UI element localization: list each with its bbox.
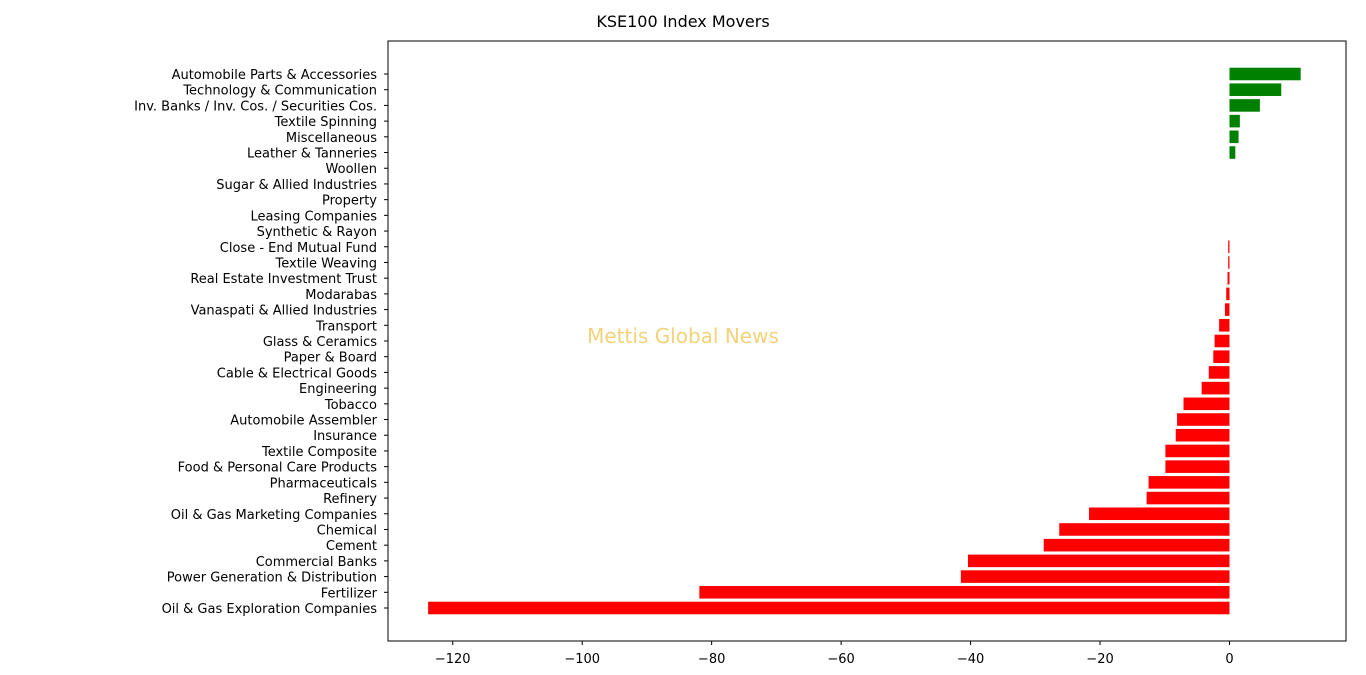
y-tick-label: Cable & Electrical Goods [217, 366, 377, 381]
bar-27 [1146, 491, 1230, 505]
y-tick-label: Leather & Tanneries [247, 147, 377, 162]
y-tick-label: Real Estate Investment Trust [190, 272, 377, 287]
y-tick-label: Technology & Communication [182, 84, 377, 99]
y-tick-label: Cement [326, 539, 377, 554]
y-tick-label: Sugar & Allied Industries [216, 178, 377, 193]
y-tick-label: Glass & Ceramics [263, 335, 377, 350]
y-tick-labels: Automobile Parts & AccessoriesTechnology… [134, 68, 388, 617]
bar-19 [1208, 366, 1230, 379]
x-tick-label: −80 [698, 652, 725, 667]
y-tick-label: Inv. Banks / Inv. Cos. / Securities Cos. [134, 99, 377, 114]
bar-29 [1059, 523, 1230, 536]
y-tick-label: Woollen [326, 162, 377, 177]
bar-16 [1219, 319, 1230, 332]
bar-33 [699, 586, 1230, 599]
bar-21 [1183, 397, 1230, 411]
y-tick-label: Synthetic & Rayon [257, 225, 377, 240]
bar-30 [1043, 538, 1230, 552]
y-tick-label: Vanaspati & Allied Industries [191, 304, 378, 319]
bar-4 [1229, 130, 1239, 144]
bar-15 [1224, 303, 1230, 316]
bar-31 [967, 554, 1230, 568]
plot-frame [387, 40, 1347, 642]
y-tick-label: Textile Weaving [275, 256, 378, 271]
y-tick-label: Oil & Gas Exploration Companies [162, 602, 378, 617]
y-tick-label: Commercial Banks [256, 555, 378, 570]
y-tick-label: Automobile Assembler [230, 414, 377, 429]
bar-28 [1089, 507, 1230, 521]
bar-11 [1228, 240, 1230, 254]
y-tick-label: Paper & Board [284, 351, 377, 366]
y-tick-label: Property [322, 194, 377, 209]
y-tick-label: Automobile Parts & Accessories [172, 68, 378, 83]
bar-14 [1226, 287, 1230, 301]
y-tick-label: Food & Personal Care Products [178, 461, 378, 476]
y-tick-label: Chemical [317, 523, 377, 538]
bar-22 [1177, 413, 1230, 426]
watermark-text: Mettis Global News [587, 324, 779, 348]
x-ticks: −120 −100 −80 −60 −40 −20 0 [435, 641, 1234, 667]
bar-34 [428, 601, 1230, 615]
x-tick-label: 0 [1225, 652, 1233, 667]
y-tick-label: Refinery [323, 492, 377, 507]
bar-3 [1229, 114, 1240, 128]
bar-2 [1229, 99, 1260, 112]
x-tick-label: −120 [435, 652, 471, 667]
bar-5 [1229, 146, 1236, 159]
y-tick-label: Textile Composite [261, 445, 377, 460]
bar-25 [1165, 460, 1230, 473]
bar-32 [960, 570, 1230, 583]
y-tick-label: Tobacco [324, 398, 377, 413]
y-tick-label: Leasing Companies [250, 209, 377, 224]
y-tick-label: Fertilizer [321, 586, 378, 601]
bar-17 [1214, 334, 1230, 348]
y-tick-label: Miscellaneous [286, 131, 377, 146]
y-tick-label: Insurance [313, 429, 377, 444]
y-tick-label: Close - End Mutual Fund [220, 241, 377, 256]
y-tick-label: Textile Spinning [274, 115, 377, 130]
bar-12 [1228, 256, 1230, 269]
y-tick-label: Transport [315, 319, 377, 334]
bar-18 [1213, 350, 1230, 363]
y-tick-label: Power Generation & Distribution [167, 571, 377, 586]
bar-0 [1229, 67, 1301, 81]
y-tick-label: Oil & Gas Marketing Companies [171, 508, 377, 523]
x-tick-label: −40 [957, 652, 984, 667]
bar-13 [1227, 271, 1230, 285]
bars-group [428, 67, 1301, 615]
bar-20 [1201, 381, 1230, 395]
chart-title: KSE100 Index Movers [596, 12, 769, 31]
y-tick-label: Pharmaceuticals [270, 476, 378, 491]
x-tick-label: −100 [564, 652, 600, 667]
x-tick-label: −20 [1086, 652, 1113, 667]
bar-24 [1165, 444, 1230, 458]
bar-26 [1148, 476, 1230, 489]
y-tick-label: Engineering [299, 382, 377, 397]
bar-23 [1175, 428, 1230, 442]
x-tick-label: −60 [827, 652, 854, 667]
bar-1 [1229, 83, 1282, 96]
y-tick-label: Modarabas [305, 288, 377, 303]
